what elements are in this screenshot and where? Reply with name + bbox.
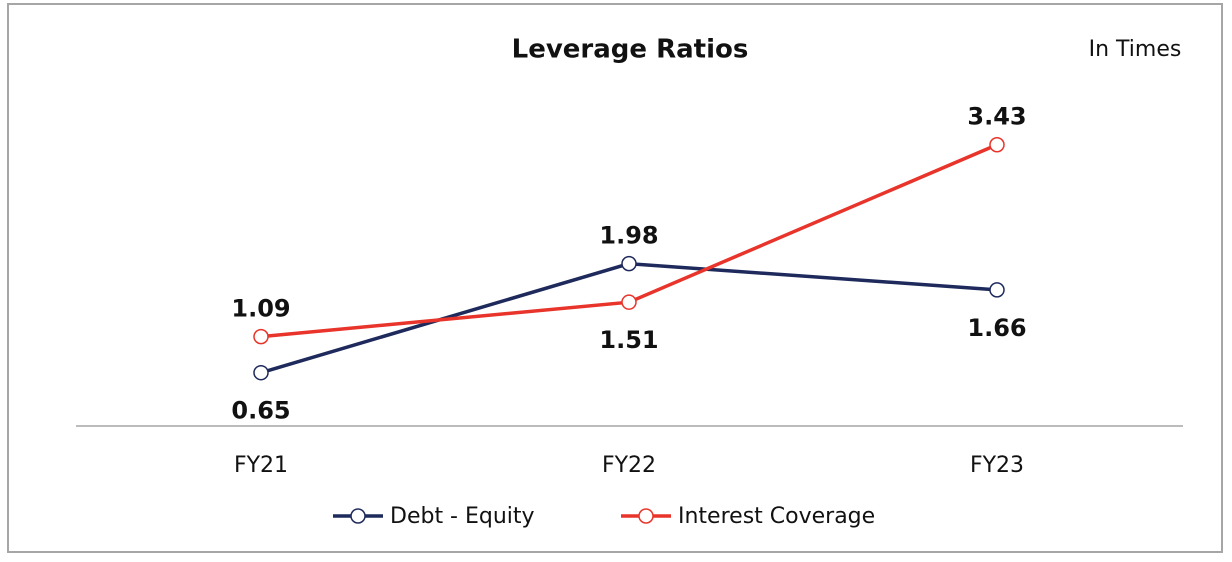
point-marker xyxy=(989,136,1005,153)
chart-frame xyxy=(7,3,1223,553)
data-label: 1.09 xyxy=(231,295,290,323)
point-marker xyxy=(621,294,637,310)
data-label: 1.98 xyxy=(599,222,658,250)
x-tick-label: FY22 xyxy=(602,453,656,478)
data-label: 0.65 xyxy=(231,397,290,425)
x-tick-label: FY21 xyxy=(234,453,288,478)
data-label: 1.51 xyxy=(599,326,658,354)
legend-marker xyxy=(638,508,654,524)
x-tick-label: FY23 xyxy=(970,453,1024,478)
point-marker xyxy=(989,282,1005,298)
legend-label: Interest Coverage xyxy=(678,504,875,529)
data-label: 1.66 xyxy=(967,314,1026,342)
chart-title: Leverage Ratios xyxy=(512,35,749,65)
chart-subtitle: In Times xyxy=(1089,37,1182,62)
point-marker xyxy=(621,255,637,272)
data-label: 3.43 xyxy=(967,103,1026,131)
legend-label: Debt - Equity xyxy=(390,504,535,529)
legend-marker xyxy=(350,508,366,524)
point-marker xyxy=(253,328,269,345)
point-marker xyxy=(253,364,269,381)
